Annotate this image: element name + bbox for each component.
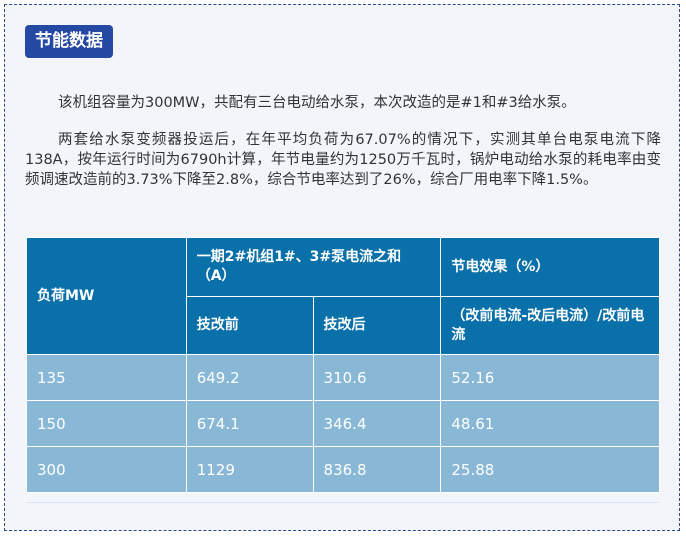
table-row: 150 674.1 346.4 48.61 <box>26 400 660 447</box>
cell-effect: 52.16 <box>440 354 660 401</box>
header-current-group: 一期2#机组1#、3#泵电流之和（A） <box>185 237 442 297</box>
header-after: 技改后 <box>312 296 442 355</box>
cell-after: 836.8 <box>312 446 442 493</box>
cell-load: 150 <box>26 400 187 447</box>
cell-load: 135 <box>26 354 187 401</box>
header-effect: 节电效果（%） <box>440 237 660 297</box>
cell-after: 310.6 <box>312 354 442 401</box>
cell-load: 300 <box>26 446 187 493</box>
table-row: 300 1129 836.8 25.88 <box>26 446 660 493</box>
header-formula: （改前电流-改后电流）/改前电流 <box>440 296 660 355</box>
cell-effect: 25.88 <box>440 446 660 493</box>
cell-effect: 48.61 <box>440 400 660 447</box>
section-title-badge: 节能数据 <box>25 25 113 58</box>
cell-after: 346.4 <box>312 400 442 447</box>
header-before: 技改前 <box>185 296 314 355</box>
cell-before: 1129 <box>185 446 314 493</box>
table-row: 135 649.2 310.6 52.16 <box>26 354 660 401</box>
paragraph-2: 两套给水泵变频器投运后，在年平均负荷为67.07%的情况下，实测其单台电泵电流下… <box>25 132 661 188</box>
energy-saving-table: 负荷MW 一期2#机组1#、3#泵电流之和（A） 节电效果（%） 技改前 技改后… <box>26 237 660 493</box>
header-load: 负荷MW <box>26 237 187 355</box>
paragraph-1: 该机组容量为300MW，共配有三台电动给水泵，本次改造的是#1和#3给水泵。 <box>58 95 576 111</box>
divider <box>26 502 660 503</box>
cell-before: 674.1 <box>185 400 314 447</box>
cell-before: 649.2 <box>185 354 314 401</box>
